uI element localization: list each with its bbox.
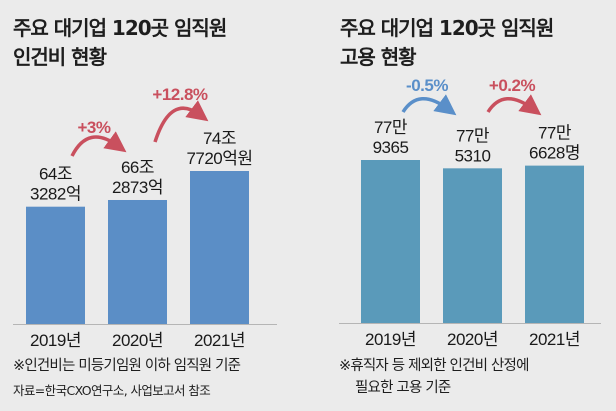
chart2-title-line2: 고용 현황 xyxy=(340,45,417,69)
chart1-title: 주요 대기업 120곳 임직원 인건비 현황 xyxy=(13,14,227,72)
chart2-change-label: -0.5% xyxy=(406,76,448,95)
chart2-title: 주요 대기업 120곳 임직원 고용 현황 xyxy=(340,14,554,72)
chart1-x-tick-label: 2019년 xyxy=(30,331,81,350)
chart1-data-label: 66조 xyxy=(121,158,154,177)
chart2-x-tick-label: 2020년 xyxy=(447,330,498,349)
chart2-x-tick-label: 2021년 xyxy=(529,330,580,349)
chart1-x-tick-label: 2021년 xyxy=(194,331,245,350)
chart1-data-label: 74조 xyxy=(203,129,236,148)
chart2-x-tick-label: 2019년 xyxy=(365,330,416,349)
chart2-title-line1: 주요 대기업 120곳 임직원 xyxy=(340,16,554,40)
chart1-source: 자료=한국CXO연구소, 사업보고서 참조 xyxy=(13,383,211,398)
chart1-x-tick-label: 2020년 xyxy=(112,331,163,350)
chart1-bar-2020년 xyxy=(108,199,167,324)
chart1-note: ※인건비는 미등기임원 이하 임직원 기준 xyxy=(13,358,241,374)
chart1-change-arrow-icon xyxy=(70,131,127,157)
chart2-data-label: 77만 xyxy=(456,126,490,145)
chart2-change-arrow-icon xyxy=(486,94,542,116)
chart1-title-line1: 주요 대기업 120곳 임직원 xyxy=(13,16,227,40)
chart1-data-label: 2873억 xyxy=(112,178,163,197)
chart1-change-label: +12.8% xyxy=(152,85,208,104)
chart2-data-label: 6628명 xyxy=(529,144,580,163)
chart2-data-label: 9365 xyxy=(373,138,409,157)
chart2-change-arrow-icon xyxy=(401,94,457,116)
chart2-data-label: 77만 xyxy=(374,118,408,137)
chart2-note-line2: 필요한 고용 기준 xyxy=(355,380,451,396)
chart2-bar-2021년 xyxy=(525,165,584,323)
chart1-data-label: 3282억 xyxy=(30,185,81,204)
chart1-change-label: +3% xyxy=(78,118,111,137)
chart1-data-label: 64조 xyxy=(39,165,72,184)
chart1-bar-2021년 xyxy=(190,171,249,324)
chart1-bar-2019년 xyxy=(26,206,85,324)
chart2-bar-2020년 xyxy=(443,168,502,323)
chart2-data-label: 5310 xyxy=(455,146,491,165)
chart2-note: ※휴직자 등 제외한 인건비 산정에 필요한 고용 기준 xyxy=(339,355,529,399)
chart2-bar-2019년 xyxy=(361,160,420,323)
chart1-change-arrow-icon xyxy=(153,100,209,143)
chart2-change-label: +0.2% xyxy=(489,76,536,95)
chart1-data-label: 7720억원 xyxy=(186,149,252,168)
chart1-title-line2: 인건비 현황 xyxy=(13,45,107,69)
chart2-data-label: 77만 xyxy=(538,124,572,143)
chart2-note-line1: ※휴직자 등 제외한 인건비 산정에 xyxy=(339,358,529,374)
